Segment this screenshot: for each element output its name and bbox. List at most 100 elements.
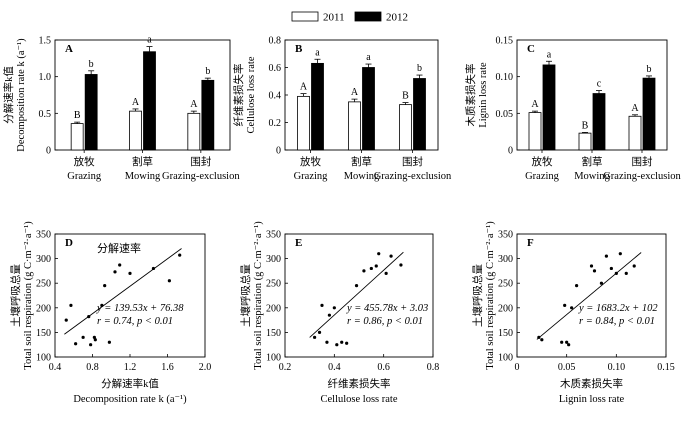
regression-line-F xyxy=(536,252,642,340)
significance-letter-C: a xyxy=(547,49,552,60)
data-point-E xyxy=(327,313,331,317)
x-axis-label-en-D: Decomposition rate k (a⁻¹) xyxy=(73,394,187,405)
data-point-E xyxy=(335,343,339,347)
regression-stats-E: r = 0.86, p < 0.01 xyxy=(347,316,423,327)
x-tick-label-F: 0.05 xyxy=(558,362,576,373)
y-axis-label-cn-F: 土壤呼吸总量 xyxy=(471,264,484,327)
y-tick-label-E: 250 xyxy=(266,279,281,290)
y-tick-label-C: 0 xyxy=(508,146,513,157)
y-axis-label-cn-B: 纤维素损失率 xyxy=(232,64,245,127)
bar-B-2011-0 xyxy=(297,95,310,151)
y-axis-label-en-B: Cellulose loss rate xyxy=(246,56,257,133)
bar-C-2012-1 xyxy=(592,93,606,151)
data-point-F xyxy=(563,303,567,307)
x-tick-label-E: 0.8 xyxy=(427,362,440,373)
y-tick-label-D: 150 xyxy=(36,328,51,339)
data-point-E xyxy=(317,330,322,334)
significance-letter-B: b xyxy=(417,63,422,74)
panel-letter-D: D xyxy=(65,237,73,249)
y-tick-label-B: 0.4 xyxy=(269,91,282,102)
panel-annotation-D: 分解速率 xyxy=(97,241,141,255)
data-point-E xyxy=(362,269,366,273)
legend: 2011 2012 xyxy=(291,11,408,24)
data-point-D xyxy=(113,270,117,274)
data-point-F xyxy=(609,266,613,271)
bar-B-2011-1 xyxy=(348,101,361,151)
data-point-D xyxy=(74,342,78,346)
category-label-en-C: Mowing xyxy=(574,171,610,182)
category-label-en-A: Mowing xyxy=(125,171,161,182)
category-label-cn-A: 割草 xyxy=(132,155,153,168)
bar-A-2012-1 xyxy=(143,51,156,151)
x-tick-label-D: 2.0 xyxy=(199,362,212,373)
legend-label-2011: 2011 xyxy=(323,12,345,24)
data-point-D xyxy=(151,266,156,271)
y-axis-label-en-E: Total soil respiration (g C·m⁻²·a⁻¹) xyxy=(253,221,264,370)
data-point-F xyxy=(565,340,569,344)
data-point-E xyxy=(377,252,381,256)
significance-letter-A: A xyxy=(132,97,140,108)
data-point-F xyxy=(632,264,636,268)
y-tick-label-E: 300 xyxy=(266,254,281,265)
x-tick-label-E: 0.4 xyxy=(328,362,341,373)
data-point-F xyxy=(540,338,544,342)
data-point-E xyxy=(313,335,317,339)
category-label-en-B: Mowing xyxy=(344,171,380,182)
panel-letter-B: B xyxy=(295,43,303,55)
panel-F: F 100 150 200 250 300 350 土壤呼吸总量 Total soil resp… xyxy=(471,221,675,405)
significance-letter-A: b xyxy=(89,59,94,70)
bar-A-2011-2 xyxy=(187,112,201,151)
x-tick-label-E: 0.2 xyxy=(279,362,292,373)
y-axis-label-en-D: Total soil respiration (g C·m⁻²·a⁻¹) xyxy=(23,221,34,370)
data-point-F xyxy=(537,335,541,339)
y-tick-label-A: 0 xyxy=(46,146,51,157)
data-point-E xyxy=(399,263,403,267)
bar-B-2011-2 xyxy=(399,104,412,151)
y-tick-label-A: 1.5 xyxy=(39,36,52,47)
y-tick-label-F: 150 xyxy=(498,328,513,339)
y-tick-label-B: 0.6 xyxy=(269,63,282,74)
data-point-E xyxy=(384,271,388,275)
x-tick-label-F: 0.15 xyxy=(657,362,675,373)
bar-C-2011-1 xyxy=(578,132,592,151)
data-point-D xyxy=(89,343,93,347)
significance-letter-C: B xyxy=(582,120,589,131)
y-tick-label-F: 250 xyxy=(498,279,513,290)
axes-frame-E xyxy=(284,233,434,358)
axes-frame-F xyxy=(516,233,667,358)
bar-A-2011-0 xyxy=(70,123,84,151)
x-tick-label-F: 0.10 xyxy=(608,362,626,373)
category-label-en-B: Grazing-exclusion xyxy=(374,171,452,182)
panel-letter-E: E xyxy=(295,237,302,249)
y-axis-label-en-C: Lignin loss rate xyxy=(478,62,489,128)
bar-C-2011-2 xyxy=(628,115,642,151)
panel-letter-F: F xyxy=(527,237,534,249)
data-point-D xyxy=(92,335,96,339)
panel-C: C 0 0.05 0.10 0.15 木质素损失率 Lignin loss rate Aa 放牧… xyxy=(464,36,682,183)
x-axis-label-cn-E: 纤维素损失率 xyxy=(328,377,391,390)
y-tick-label-A: 0.5 xyxy=(39,109,52,120)
y-tick-label-C: 0.15 xyxy=(496,36,514,47)
significance-letter-A: B xyxy=(74,110,81,121)
y-tick-label-D: 350 xyxy=(36,230,51,241)
regression-line-D xyxy=(64,248,182,335)
category-label-cn-C: 放牧 xyxy=(532,155,553,168)
regression-equation-F: y = 1683.2x + 102 xyxy=(578,303,658,314)
legend-swatch-2012 xyxy=(354,11,382,22)
y-tick-label-A: 1.0 xyxy=(39,72,52,83)
data-point-F xyxy=(560,340,564,344)
data-point-F xyxy=(589,264,594,268)
data-point-D xyxy=(167,279,171,283)
data-point-D xyxy=(100,303,104,307)
data-point-D xyxy=(87,315,91,319)
category-label-en-A: Grazing xyxy=(67,171,102,182)
data-point-D xyxy=(107,340,111,344)
category-label-cn-A: 围封 xyxy=(190,155,211,168)
data-point-F xyxy=(599,281,604,285)
legend-swatch-2011 xyxy=(291,11,319,22)
data-point-D xyxy=(69,303,73,307)
y-axis-label-en-A: Decomposition rate k (a⁻¹) xyxy=(16,38,27,152)
category-label-en-C: Grazing-exclusion xyxy=(603,171,681,182)
